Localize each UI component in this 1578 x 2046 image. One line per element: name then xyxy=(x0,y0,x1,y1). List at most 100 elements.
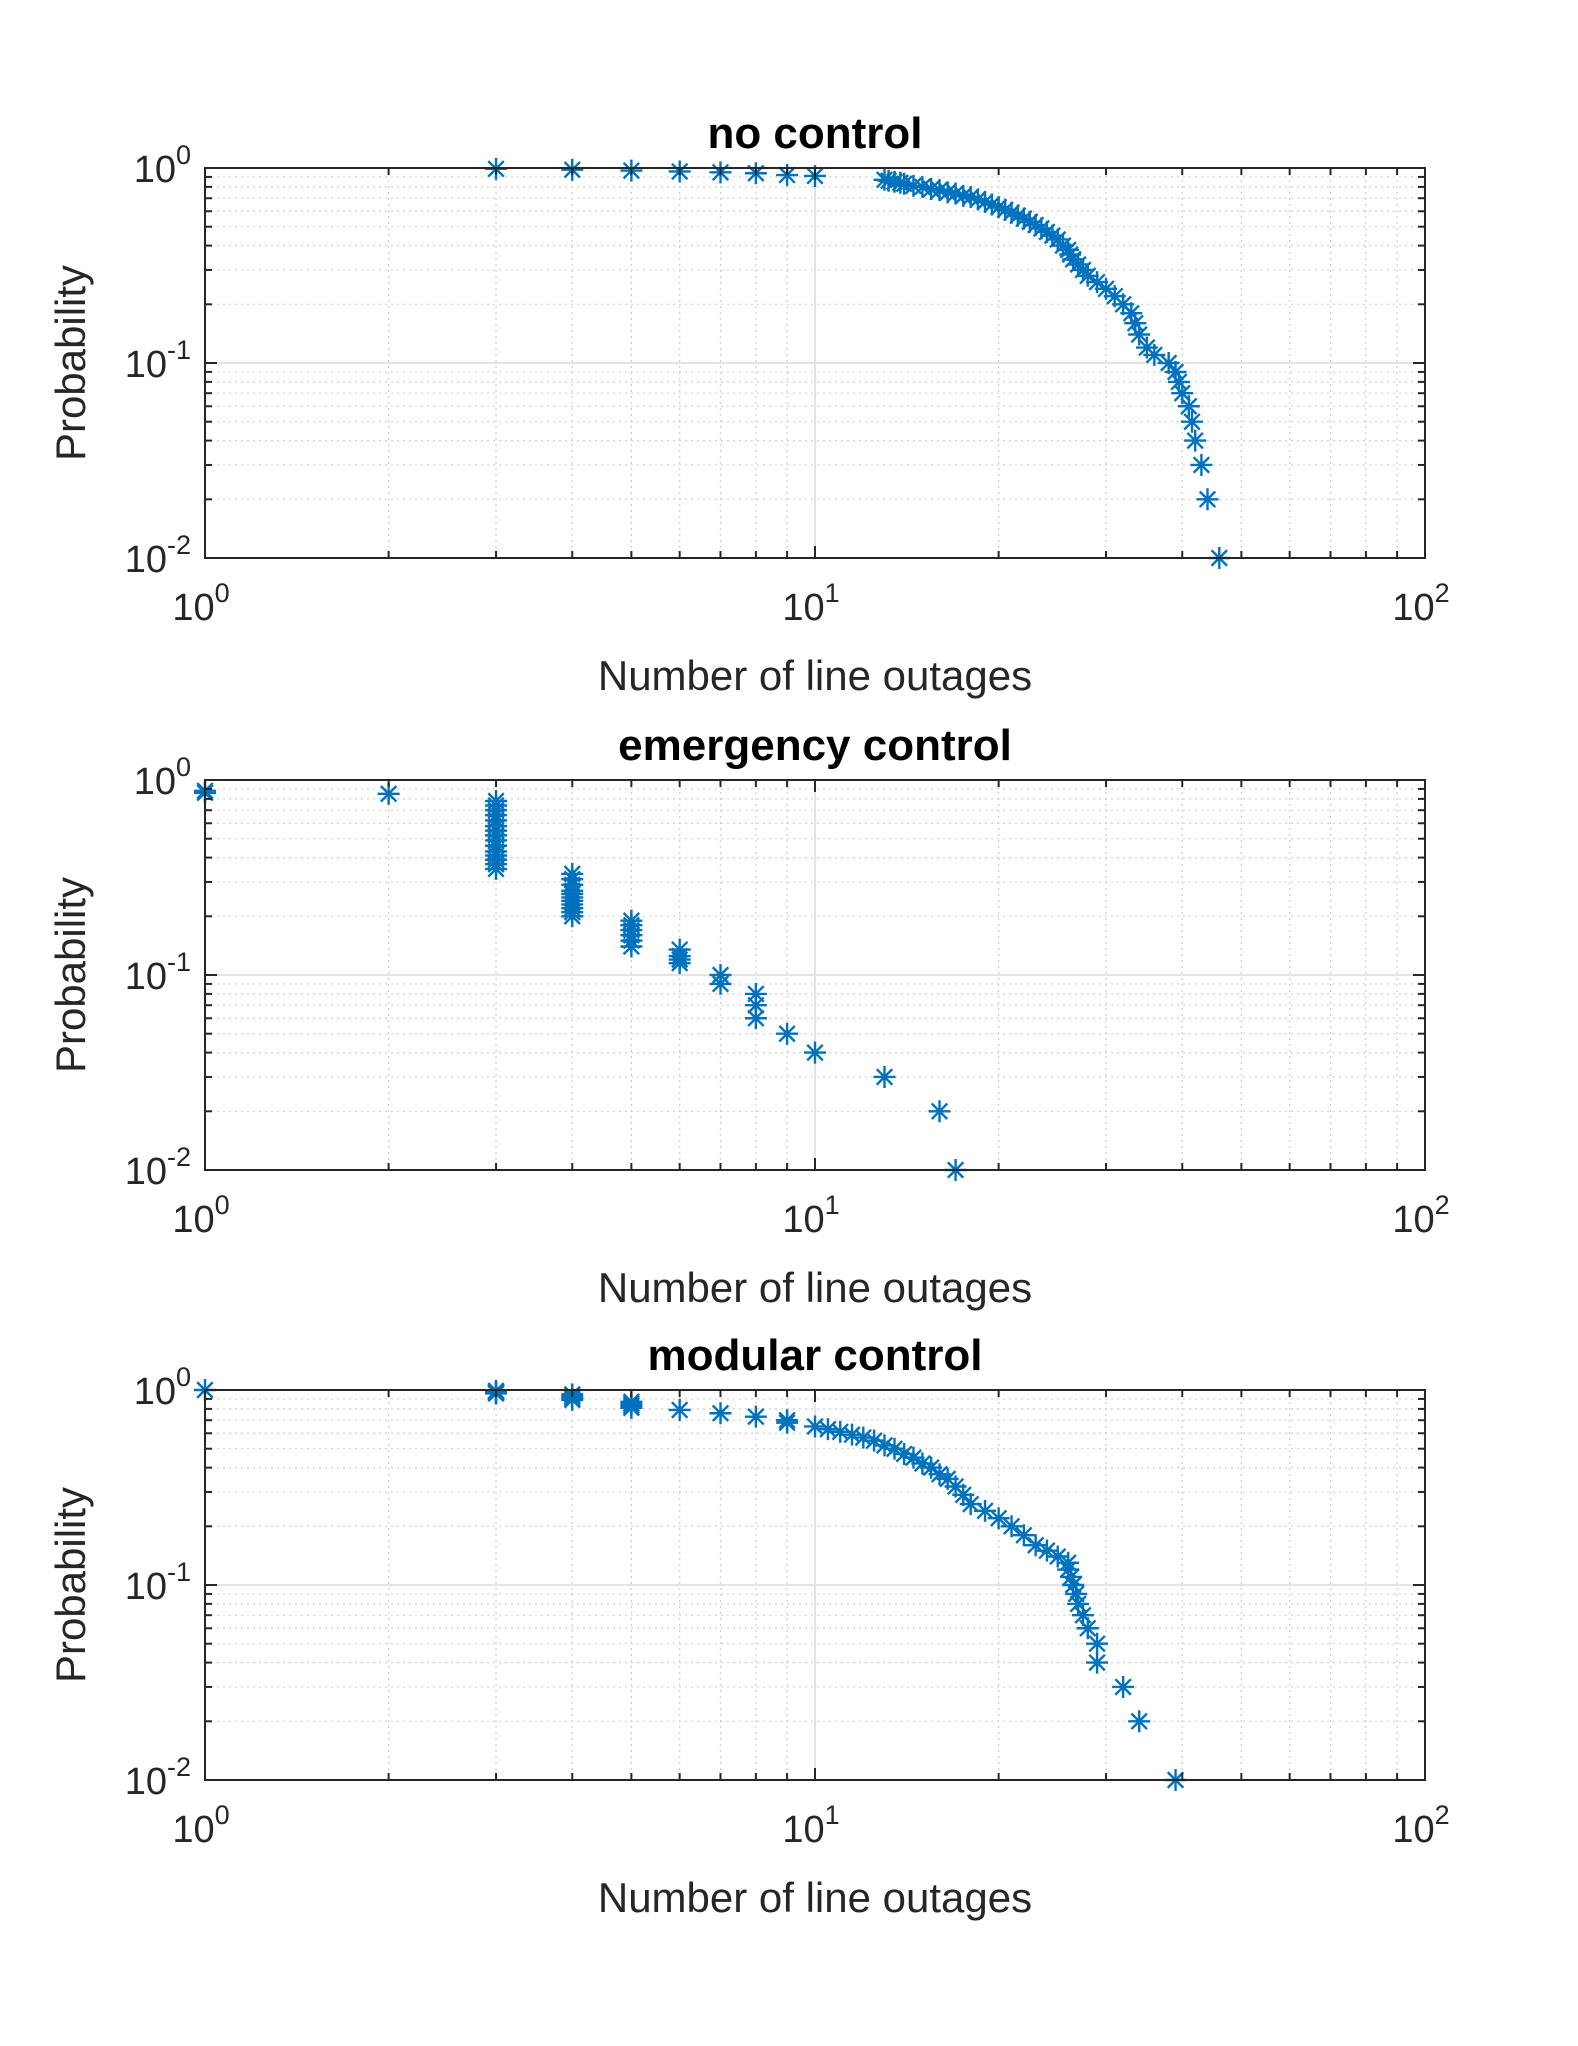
data-point xyxy=(620,1396,643,1419)
ticks-emergency-control: 100 101 102 10-2 10-1 100 xyxy=(125,752,1450,1241)
data-point xyxy=(776,1411,799,1434)
data-point xyxy=(873,1434,896,1457)
data-point xyxy=(1057,1558,1080,1581)
data-point xyxy=(974,190,997,213)
data-point xyxy=(1143,343,1166,366)
y-tick-label: 100 xyxy=(134,752,191,803)
data-point xyxy=(1046,1545,1069,1568)
data-point xyxy=(1177,395,1200,418)
y-tick-label: 10-1 xyxy=(125,947,191,998)
x-tick-label: 102 xyxy=(1392,1800,1449,1851)
data-point xyxy=(1086,1632,1109,1655)
data-point xyxy=(1112,293,1135,316)
grid-no-control xyxy=(205,168,1425,558)
y-axis-label: Probability xyxy=(47,1487,94,1683)
chart-title: no control xyxy=(707,109,922,158)
data-point xyxy=(1067,1592,1090,1615)
chart-title: emergency control xyxy=(618,721,1012,770)
data-point xyxy=(1018,210,1041,233)
data-point xyxy=(1076,1617,1099,1640)
subplot-no-control: 100 101 102 10-2 10-1 100 no control Number o… xyxy=(47,109,1450,699)
data-point xyxy=(1030,217,1053,240)
y-tick-label: 10-2 xyxy=(125,1752,191,1803)
y-tick-label: 10-2 xyxy=(125,1142,191,1193)
data-point xyxy=(1059,243,1082,266)
data-point xyxy=(911,175,934,198)
x-tick-label: 101 xyxy=(782,578,839,629)
y-tick-label: 10-1 xyxy=(125,1557,191,1608)
data-point xyxy=(959,1493,982,1516)
data-point xyxy=(744,994,767,1017)
data-point xyxy=(1086,1651,1109,1674)
subplot-emergency-control: 100 101 102 10-2 10-1 100 emergency control N… xyxy=(47,721,1450,1311)
y-tick-label: 100 xyxy=(134,1362,191,1413)
data-point xyxy=(1120,302,1143,325)
data-point xyxy=(561,905,584,928)
data-point xyxy=(952,1483,975,1506)
data-point xyxy=(744,1405,767,1428)
data-point xyxy=(1000,201,1023,224)
data-point xyxy=(1181,410,1204,433)
x-tick-label: 102 xyxy=(1392,578,1449,629)
data-point xyxy=(1024,214,1047,237)
x-tick-label: 102 xyxy=(1392,1190,1449,1241)
data-point xyxy=(974,1499,997,1522)
data-point xyxy=(561,1388,584,1411)
data-point xyxy=(863,1429,886,1452)
data-point xyxy=(1167,370,1190,393)
data-point xyxy=(966,188,989,211)
y-tick-label: 10-2 xyxy=(125,530,191,581)
data-point xyxy=(1060,1565,1083,1588)
data-point xyxy=(709,1402,732,1425)
data-point xyxy=(1103,285,1126,308)
data-point xyxy=(776,164,799,187)
x-axis-label: Number of line outages xyxy=(598,1874,1032,1921)
data-point xyxy=(1196,488,1219,511)
data-point xyxy=(1128,1710,1151,1733)
points-emergency-control xyxy=(194,779,967,1181)
data-point xyxy=(816,1418,839,1441)
data-point xyxy=(928,179,951,202)
data-point xyxy=(994,198,1017,221)
data-point xyxy=(928,1463,951,1486)
data-point xyxy=(1012,207,1035,230)
data-point xyxy=(1035,1539,1058,1562)
data-point xyxy=(744,982,767,1005)
data-point xyxy=(980,193,1003,216)
grid-emergency-control xyxy=(205,780,1425,1170)
data-point xyxy=(1035,220,1058,243)
data-point xyxy=(744,1007,767,1030)
data-point xyxy=(1086,271,1109,294)
grid-modular-control xyxy=(205,1390,1425,1780)
data-point xyxy=(668,952,691,975)
data-point xyxy=(668,1398,691,1421)
data-point xyxy=(1012,1524,1035,1547)
data-point xyxy=(1171,382,1194,405)
data-point xyxy=(893,172,916,195)
data-point xyxy=(920,1456,943,1479)
data-point xyxy=(959,186,982,209)
data-point xyxy=(883,1437,906,1460)
data-point xyxy=(1124,312,1147,335)
data-point xyxy=(1071,1604,1094,1627)
x-tick-label: 100 xyxy=(172,1190,229,1241)
data-point xyxy=(1190,453,1213,476)
x-tick-label: 101 xyxy=(782,1190,839,1241)
data-point xyxy=(1057,238,1080,261)
data-point xyxy=(804,1415,826,1438)
data-point xyxy=(902,1446,925,1469)
data-point xyxy=(1095,277,1118,300)
data-point xyxy=(1128,323,1151,346)
data-point xyxy=(987,196,1010,219)
data-point xyxy=(987,1507,1010,1530)
data-point xyxy=(1076,264,1099,287)
x-axis-label: Number of line outages xyxy=(598,652,1032,699)
data-point xyxy=(1112,1675,1135,1698)
data-point xyxy=(928,1100,951,1123)
x-tick-label: 100 xyxy=(172,578,229,629)
data-point xyxy=(485,857,508,880)
data-point xyxy=(1062,1574,1085,1596)
data-point xyxy=(377,782,400,805)
